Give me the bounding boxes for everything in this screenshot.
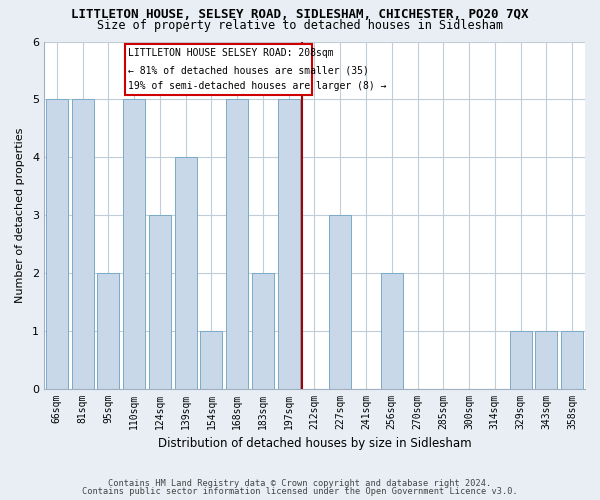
Text: LITTLETON HOUSE, SELSEY ROAD, SIDLESHAM, CHICHESTER, PO20 7QX: LITTLETON HOUSE, SELSEY ROAD, SIDLESHAM,… [71,8,529,20]
Bar [97,273,119,388]
Bar [226,100,248,389]
Text: Contains public sector information licensed under the Open Government Licence v3: Contains public sector information licen… [82,487,518,496]
Bar [149,215,171,388]
Bar [509,330,532,388]
Text: Size of property relative to detached houses in Sidlesham: Size of property relative to detached ho… [97,19,503,32]
Text: LITTLETON HOUSE SELSEY ROAD: 208sqm: LITTLETON HOUSE SELSEY ROAD: 208sqm [128,48,334,58]
Bar [46,100,68,389]
Bar [252,273,274,388]
Y-axis label: Number of detached properties: Number of detached properties [15,128,25,302]
Bar [123,100,145,389]
FancyBboxPatch shape [125,44,312,94]
Bar [278,100,299,389]
X-axis label: Distribution of detached houses by size in Sidlesham: Distribution of detached houses by size … [158,437,471,450]
Text: 19% of semi-detached houses are larger (8) →: 19% of semi-detached houses are larger (… [128,82,386,92]
Bar [175,157,197,388]
Bar [200,330,223,388]
Bar [329,215,351,388]
Bar [71,100,94,389]
Bar [535,330,557,388]
Bar [561,330,583,388]
Text: ← 81% of detached houses are smaller (35): ← 81% of detached houses are smaller (35… [128,65,369,75]
Bar [381,273,403,388]
Text: Contains HM Land Registry data © Crown copyright and database right 2024.: Contains HM Land Registry data © Crown c… [109,478,491,488]
